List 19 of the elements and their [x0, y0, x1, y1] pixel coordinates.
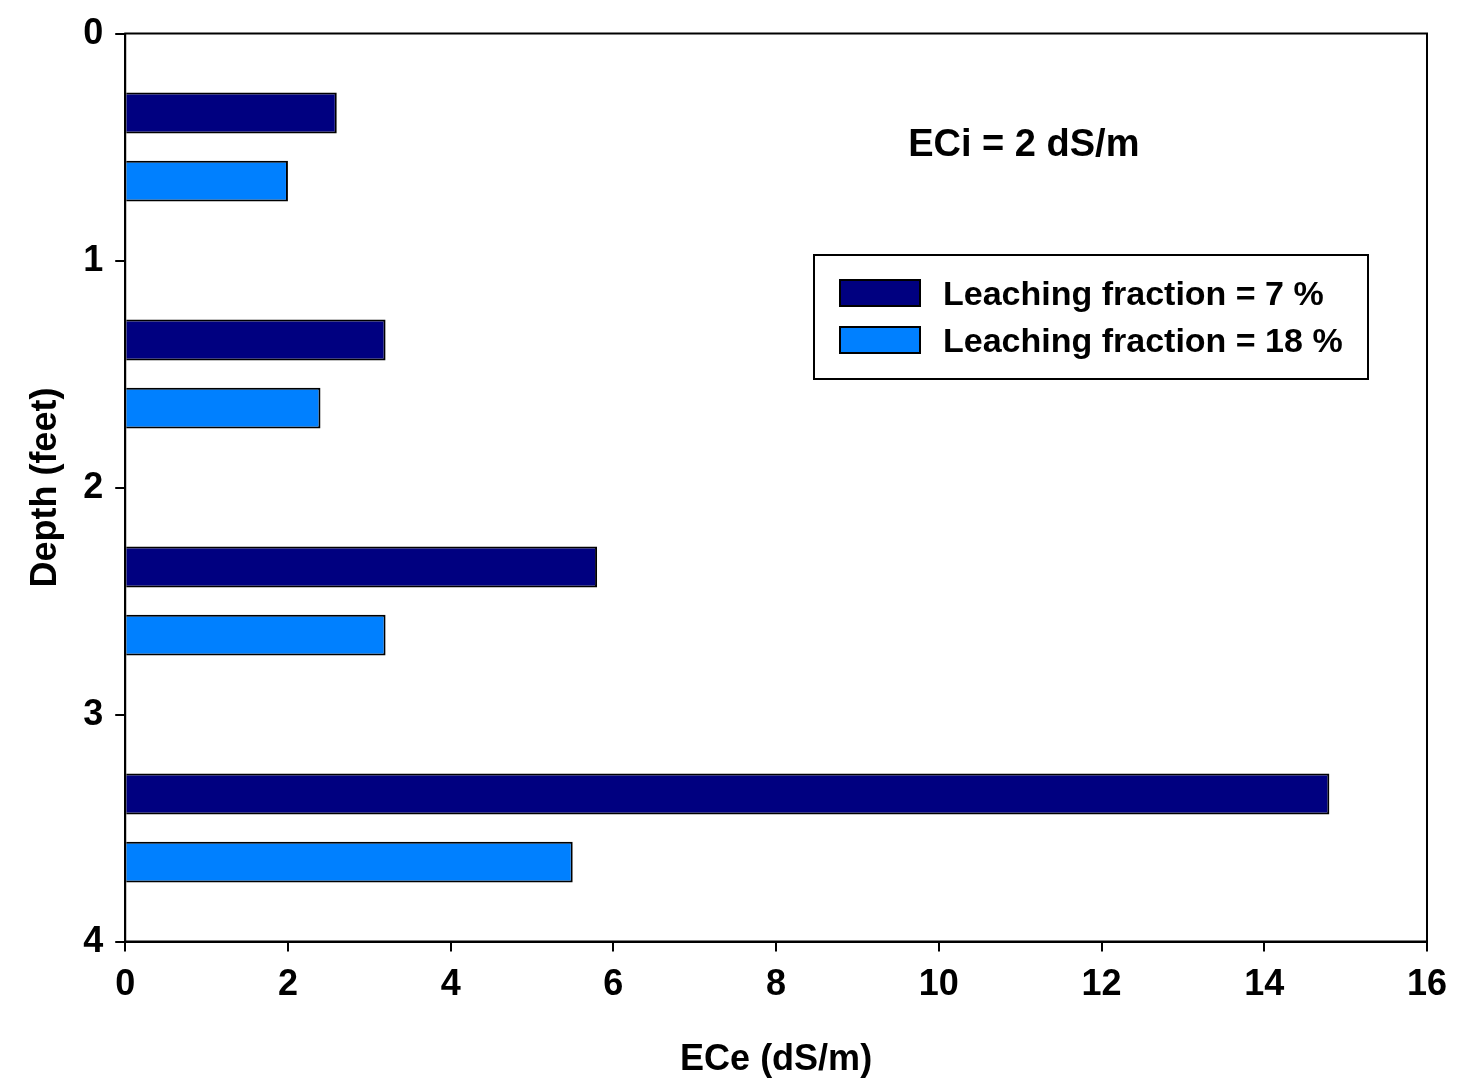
y-tick-label: 0 [83, 10, 104, 52]
x-tick-label: 2 [277, 962, 298, 1004]
x-tick-label: 14 [1244, 962, 1285, 1004]
legend-label: Leaching fraction = 18 % [943, 320, 1343, 360]
y-tick-label: 1 [83, 237, 104, 279]
y-tick-label: 3 [83, 691, 104, 733]
y-tick-label: 2 [83, 464, 104, 506]
x-axis-title: ECe (dS/m) [680, 1037, 873, 1079]
legend-label: Leaching fraction = 7 % [943, 273, 1324, 313]
annotation: ECi = 2 dS/m [908, 121, 1140, 165]
y-tick-label: 4 [83, 918, 104, 960]
x-tick-label: 12 [1081, 962, 1122, 1004]
y-axis-title: Depth (feet) [22, 387, 64, 588]
x-tick-label: 4 [440, 962, 461, 1004]
x-tick-label: 6 [603, 962, 624, 1004]
x-tick-label: 10 [918, 962, 959, 1004]
x-tick-label: 16 [1406, 962, 1448, 1004]
x-tick-label: 0 [115, 962, 136, 1004]
x-tick-label: 8 [766, 962, 787, 1004]
